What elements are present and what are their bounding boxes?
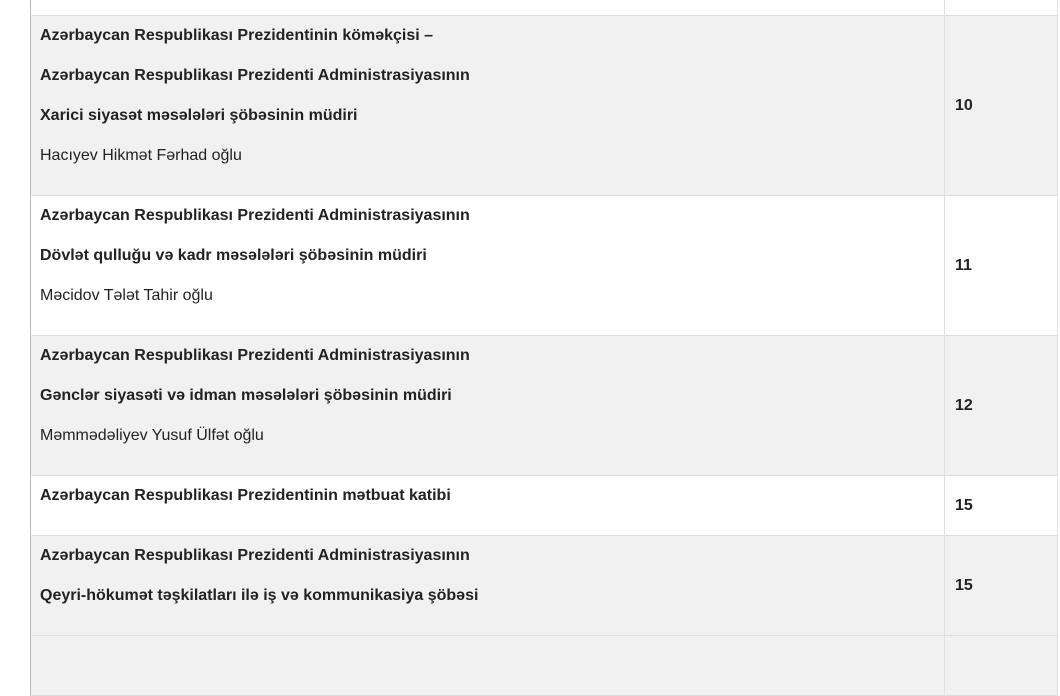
position-title: Gənclər siyasəti və idman məsələləri şöb… (40, 387, 452, 404)
table-row (30, 635, 1058, 696)
position-title: Azərbaycan Respublikası Prezidentinin mə… (40, 487, 451, 504)
position-title: Xarici siyasət məsələləri şöbəsinin müdi… (40, 107, 358, 124)
position-title: Azərbaycan Respublikası Prezidenti Admin… (40, 547, 470, 564)
position-title: Qeyri-hökumət təşkilatları ilə iş və kom… (40, 587, 479, 604)
position-cell: Azərbaycan Respublikası Prezidentinin mə… (30, 475, 945, 536)
number-cell: 10 (944, 15, 1058, 196)
officials-table: Azərbaycan Respublikası Prezidentinin kö… (30, 0, 1058, 696)
position-cell: Azərbaycan Respublikası Prezidenti Admin… (30, 335, 945, 476)
table-row: Azərbaycan Respublikası Prezidentinin kö… (30, 15, 1058, 196)
table-row: Azərbaycan Respublikası Prezidenti Admin… (30, 535, 1058, 636)
position-title: Azərbaycan Respublikası Prezidenti Admin… (40, 67, 470, 84)
official-name: Məmmədəliyev Yusuf Ülfət oğlu (40, 427, 264, 444)
number-cell (944, 635, 1058, 696)
number-cell: 15 (944, 535, 1058, 636)
position-cell: Azərbaycan Respublikası Prezidenti Admin… (30, 535, 945, 636)
table-row: Azərbaycan Respublikası Prezidentinin mə… (30, 475, 1058, 536)
table-row: Azərbaycan Respublikası Prezidenti Admin… (30, 195, 1058, 336)
position-title: Azərbaycan Respublikası Prezidenti Admin… (40, 347, 470, 364)
official-name: Məcidov Tələt Tahir oğlu (40, 287, 213, 304)
table-row: Azərbaycan Respublikası Prezidenti Admin… (30, 335, 1058, 476)
position-cell (30, 635, 945, 696)
number-cell: 12 (944, 335, 1058, 476)
position-title: Azərbaycan Respublikası Prezidentinin kö… (40, 27, 434, 44)
number-cell: 11 (944, 195, 1058, 336)
table-row (30, 0, 1058, 16)
official-name: Hacıyev Hikmət Fərhad oğlu (40, 147, 242, 164)
number-cell: 15 (944, 475, 1058, 536)
position-cell: Azərbaycan Respublikası Prezidenti Admin… (30, 195, 945, 336)
position-title: Dövlət qulluğu və kadr məsələləri şöbəsi… (40, 247, 427, 264)
position-cell: Azərbaycan Respublikası Prezidentinin kö… (30, 15, 945, 196)
position-title: Azərbaycan Respublikası Prezidenti Admin… (40, 207, 470, 224)
